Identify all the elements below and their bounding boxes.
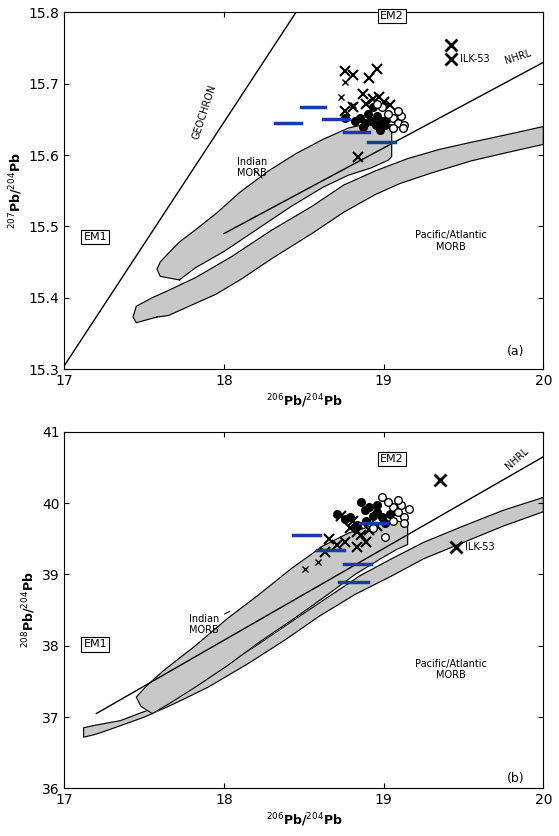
Text: GEOCHRON: GEOCHRON: [191, 84, 219, 141]
Text: Indian
MORB: Indian MORB: [189, 611, 230, 635]
Text: EM1: EM1: [84, 232, 107, 242]
Text: ILK-53: ILK-53: [460, 54, 490, 64]
Y-axis label: $^{207}$Pb/$^{204}$Pb: $^{207}$Pb/$^{204}$Pb: [7, 152, 25, 229]
Polygon shape: [136, 521, 408, 714]
Text: Pacific/Atlantic
MORB: Pacific/Atlantic MORB: [415, 659, 487, 681]
Text: Indian
MORB: Indian MORB: [237, 156, 267, 178]
Text: EM2: EM2: [380, 454, 404, 464]
X-axis label: $^{206}$Pb/$^{204}$Pb: $^{206}$Pb/$^{204}$Pb: [266, 812, 342, 829]
Text: EM1: EM1: [84, 640, 107, 650]
Text: (b): (b): [506, 772, 524, 785]
Text: NHRL: NHRL: [504, 48, 532, 66]
Text: ILK-53: ILK-53: [465, 543, 495, 553]
Polygon shape: [157, 123, 392, 280]
Text: (a): (a): [506, 345, 524, 359]
Y-axis label: $^{208}$Pb/$^{204}$Pb: $^{208}$Pb/$^{204}$Pb: [20, 572, 38, 649]
X-axis label: $^{206}$Pb/$^{204}$Pb: $^{206}$Pb/$^{204}$Pb: [266, 392, 342, 410]
Text: Pacific/Atlantic
MORB: Pacific/Atlantic MORB: [415, 230, 487, 252]
Polygon shape: [133, 126, 543, 323]
Polygon shape: [84, 497, 543, 737]
Text: EM2: EM2: [380, 11, 404, 21]
Text: NHRL: NHRL: [504, 446, 530, 471]
